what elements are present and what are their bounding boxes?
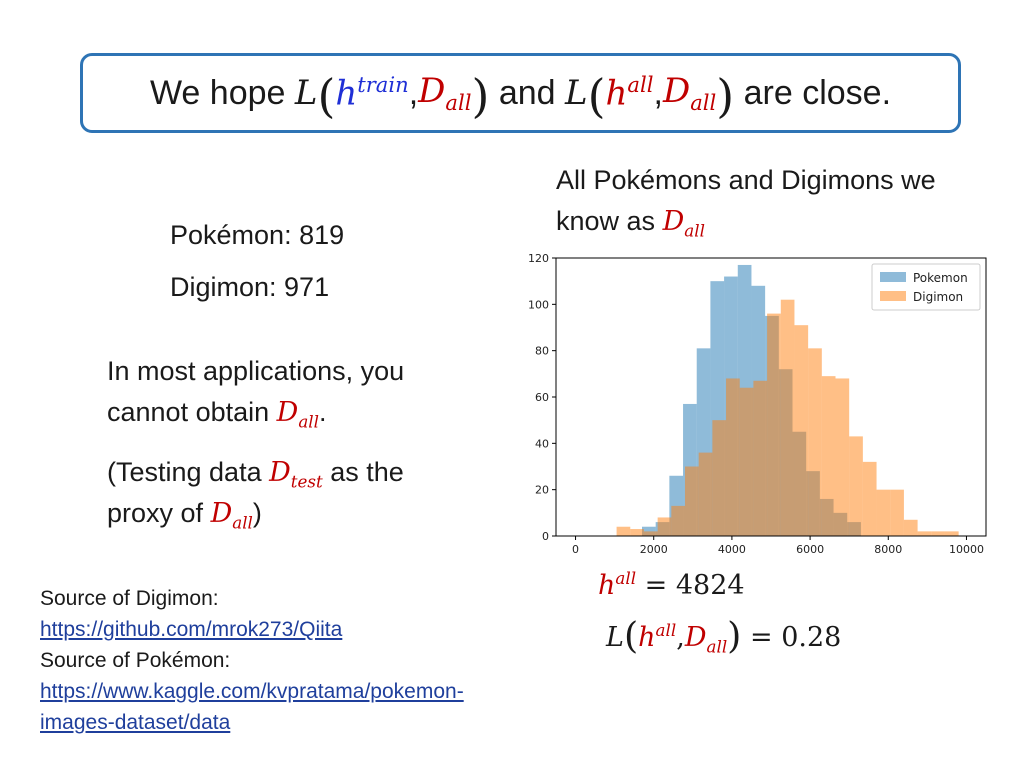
all-note-D-all: Dall <box>662 206 705 241</box>
x-tick-label-6000: 6000 <box>796 543 824 556</box>
title-suffix: are close. <box>743 73 892 112</box>
bar-digimon-24 <box>944 531 959 536</box>
bar-digimon-12 <box>780 299 795 536</box>
title-L2: L <box>565 73 588 113</box>
bar-digimon-15 <box>821 376 836 536</box>
bar-digimon-4 <box>671 505 685 536</box>
bar-digimon-6 <box>698 452 713 536</box>
bar-digimon-17 <box>849 436 863 536</box>
legend-label-pokemon: Pokemon <box>913 271 968 285</box>
bar-digimon-0 <box>616 526 631 536</box>
applications-D-all: Dall <box>276 397 319 432</box>
y-tick-label-120: 120 <box>528 252 549 265</box>
bar-digimon-20 <box>890 489 904 536</box>
bar-digimon-23 <box>931 531 945 536</box>
testing-D-test: Dtest <box>269 457 323 492</box>
all-note-line1: All Pokémons and Digimons we <box>556 165 936 195</box>
title-L1: L <box>294 73 318 113</box>
applications-line2: cannot obtain Dall. <box>107 397 327 432</box>
source-pokemon-link-line2[interactable]: images-dataset/data <box>40 711 231 734</box>
title-comma-1: , <box>408 73 419 112</box>
all-note-line2: know as Dall <box>556 206 705 241</box>
legend-swatch-digimon <box>880 291 906 301</box>
title-prefix: We hope <box>149 73 286 112</box>
pokemon-count: Pokémon: 819 <box>170 220 345 250</box>
y-tick-label-20: 20 <box>535 484 549 497</box>
applications-line1: In most applications, you <box>107 356 405 386</box>
title-h-all: hall <box>605 72 654 114</box>
title-D-all-1: Dall <box>418 71 472 115</box>
bar-digimon-13 <box>794 325 809 536</box>
title-and: and <box>498 73 556 112</box>
title-comma-2: , <box>653 73 663 112</box>
bar-digimon-2 <box>643 531 658 536</box>
bar-digimon-1 <box>630 529 644 536</box>
histogram-chart: 0 2000 4000 6000 8000 10000 0 20 40 60 80 100 120 Pok… <box>528 252 987 556</box>
bar-digimon-21 <box>903 519 918 536</box>
y-tick-label-40: 40 <box>535 437 549 450</box>
source-digimon-label: Source of Digimon: <box>40 587 219 610</box>
y-tick-label-80: 80 <box>535 345 549 358</box>
x-tick-label-10000: 10000 <box>949 543 984 556</box>
bar-digimon-19 <box>876 489 891 536</box>
bar-digimon-22 <box>917 531 932 536</box>
bar-digimon-7 <box>712 420 727 536</box>
equation-h-all: hall = 4824 <box>598 568 745 601</box>
bar-digimon-11 <box>767 313 781 536</box>
y-tick-label-0: 0 <box>542 530 549 543</box>
title-D-all-2: Dall <box>662 71 717 115</box>
bar-digimon-14 <box>808 348 822 536</box>
x-tick-label-8000: 8000 <box>874 543 902 556</box>
testing-line1: (Testing data Dtest as the <box>107 457 404 492</box>
bar-digimon-16 <box>835 378 850 536</box>
bar-digimon-5 <box>685 466 699 536</box>
equation-loss: L(hall,Dall) = 0.28 <box>606 614 842 658</box>
source-pokemon-link-line1[interactable]: https://www.kaggle.com/kvpratama/pokemon… <box>40 680 464 703</box>
y-tick-label-60: 60 <box>535 391 549 404</box>
bar-digimon-18 <box>862 461 877 536</box>
testing-D-all: Dall <box>210 498 253 533</box>
y-tick-label-100: 100 <box>528 298 549 311</box>
x-tick-label-2000: 2000 <box>640 543 668 556</box>
bar-digimon-10 <box>753 380 768 536</box>
digimon-count: Digimon: 971 <box>170 272 330 302</box>
bar-digimon-3 <box>657 517 672 536</box>
legend-swatch-pokemon <box>880 272 906 282</box>
title-h-train: htrain <box>335 72 409 114</box>
bar-digimon-9 <box>739 387 754 536</box>
source-pokemon-label: Source of Pokémon: <box>40 649 231 672</box>
source-digimon-link[interactable]: https://github.com/mrok273/Qiita <box>40 618 343 641</box>
x-tick-label-4000: 4000 <box>718 543 746 556</box>
testing-line2: proxy of Dall) <box>107 498 262 533</box>
title-box: We hope L(htrain, Dall) and L(hall, Dall) … <box>80 53 961 133</box>
x-tick-label-0: 0 <box>572 543 579 556</box>
legend-label-digimon: Digimon <box>913 290 963 304</box>
bar-digimon-8 <box>726 378 740 536</box>
